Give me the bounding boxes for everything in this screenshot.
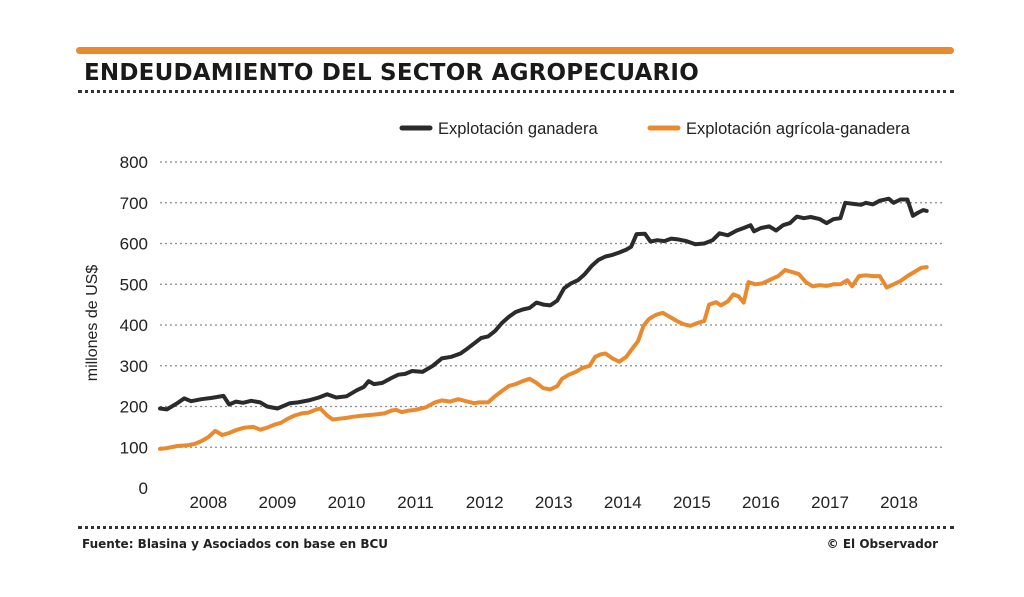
x-tick-label: 2010 — [328, 493, 366, 512]
credit-note: © El Observador — [826, 537, 938, 551]
top-accent-rule — [76, 47, 954, 54]
x-tick-label: 2018 — [880, 493, 918, 512]
y-tick-label: 500 — [120, 275, 148, 294]
y-tick-labels: 0 100 200 300 400 500 600 700 800 — [120, 153, 148, 498]
x-tick-labels: 2008 2009 2010 2011 2012 2013 2014 2015 2016 2017… — [189, 493, 918, 512]
x-tick-label: 2012 — [466, 493, 504, 512]
x-tick-label: 2015 — [673, 493, 711, 512]
y-tick-label: 0 — [139, 479, 148, 498]
y-tick-label: 700 — [120, 194, 148, 213]
y-tick-label: 600 — [120, 235, 148, 254]
y-tick-label: 800 — [120, 153, 148, 172]
y-tick-label: 400 — [120, 316, 148, 335]
x-tick-label: 2011 — [397, 493, 434, 512]
x-tick-label: 2009 — [259, 493, 297, 512]
series-lines — [158, 196, 929, 451]
title-divider — [78, 90, 954, 93]
x-tick-label: 2016 — [742, 493, 780, 512]
series-line-ganadera — [158, 196, 929, 412]
gridlines — [160, 161, 944, 448]
chart-title: ENDEUDAMIENTO DEL SECTOR AGROPECUARIO — [84, 60, 699, 86]
legend-label: Explotación agrícola-ganadera — [686, 120, 911, 138]
series-line-agricola-ganadera — [158, 265, 929, 451]
x-tick-label: 2017 — [811, 493, 849, 512]
y-axis-label: millones de US$ — [84, 265, 101, 382]
x-tick-label: 2014 — [604, 493, 642, 512]
y-tick-label: 200 — [120, 398, 148, 417]
y-tick-label: 100 — [120, 438, 148, 457]
source-note: Fuente: Blasina y Asociados con base en … — [82, 537, 389, 551]
footer-divider — [78, 526, 954, 529]
x-tick-label: 2008 — [189, 493, 227, 512]
legend: Explotación ganadera Explotación agrícola… — [399, 120, 911, 138]
x-tick-label: 2013 — [535, 493, 573, 512]
y-tick-label: 300 — [120, 357, 148, 376]
legend-label: Explotación ganadera — [438, 120, 598, 138]
